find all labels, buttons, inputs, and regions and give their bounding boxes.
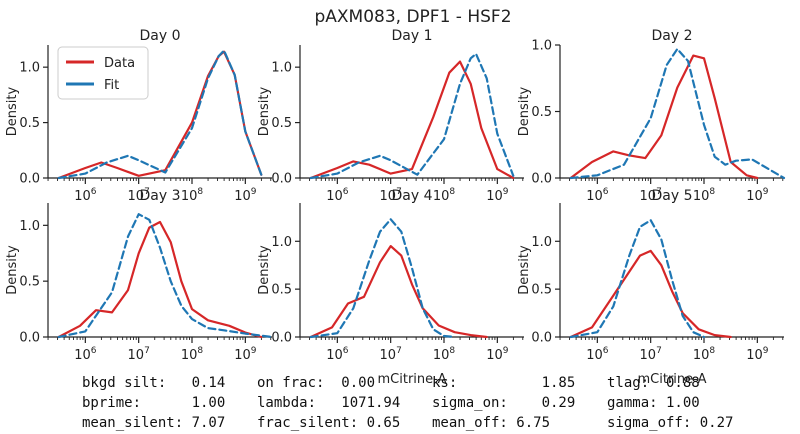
x-tick-label: 107 xyxy=(640,187,662,204)
stats-gamma: gamma: 1.00 xyxy=(607,395,700,411)
series-line-fit xyxy=(309,52,515,180)
y-axis-label: Density xyxy=(5,86,20,136)
y-tick-label: 0.0 xyxy=(531,172,552,187)
subplot-day-2: 0.0 0.5 1.0 106 107 108 109 Day 2 Density xyxy=(517,28,786,204)
y-tick-label: 0.0 xyxy=(531,331,552,346)
stats-frac-silent: frac_silent: 0.65 xyxy=(257,415,401,431)
stats-lambda: lambda: 1071.94 xyxy=(257,395,401,411)
x-tick-label: 106 xyxy=(74,346,97,363)
y-tick-label: 0.5 xyxy=(531,105,552,120)
y-tick-label: 1.0 xyxy=(19,219,40,234)
x-tick-label: 109 xyxy=(486,187,509,204)
legend-frame xyxy=(57,46,149,100)
x-tick-label: 106 xyxy=(326,187,349,204)
stats-mean-off: mean_off: 6.75 xyxy=(432,415,551,431)
x-tick-label: 108 xyxy=(433,346,456,363)
subplot-day-3: 0.0 0.5 1.0 106 107 108 109 Day 3 Density xyxy=(5,188,274,363)
stats-ks: ks: 1.85 xyxy=(432,375,576,391)
y-tick-label: 1.0 xyxy=(531,39,552,54)
subplot-day-5: 0.0 0.5 1.0 106 107 108 109 Day 5 Density mCitrin… xyxy=(517,188,784,387)
x-tick-label: 108 xyxy=(693,346,716,363)
x-tick-label: 107 xyxy=(128,187,150,204)
x-tick-label: 109 xyxy=(746,187,769,204)
subplot-title: Day 2 xyxy=(651,28,692,44)
x-axis-label: mCitrine-A xyxy=(638,372,707,387)
y-axis-label: Density xyxy=(257,86,272,136)
y-tick-label: 0.5 xyxy=(271,116,292,131)
stats-sigma-off: sigma_off: 0.27 xyxy=(607,415,734,431)
x-tick-label: 108 xyxy=(433,187,456,204)
y-tick-label: 1.0 xyxy=(531,235,552,250)
y-tick-label: 0.0 xyxy=(271,172,292,187)
x-tick-label: 106 xyxy=(326,346,349,363)
y-tick-label: 0.0 xyxy=(19,331,40,346)
series-line-data xyxy=(569,249,732,339)
subplot-grid: 0.0 0.5 1.0 106 107 108 109 Day 0 Density 0.0 0.5 1… xyxy=(5,28,786,387)
series-line-data xyxy=(309,60,515,180)
x-tick-label: 107 xyxy=(380,187,402,204)
x-tick-label: 106 xyxy=(586,187,609,204)
x-tick-label: 108 xyxy=(181,187,204,204)
y-axis-label: Density xyxy=(517,86,532,136)
y-axis-label: Density xyxy=(517,245,532,295)
y-tick-label: 1.0 xyxy=(19,61,40,76)
stats-row: mean_silent: 7.07 frac_silent: 0.65 mean… xyxy=(82,413,782,433)
series-line-data xyxy=(309,245,488,339)
x-tick-label: 106 xyxy=(74,187,97,204)
stats-bkgd-silt: bkgd silt: 0.14 xyxy=(82,375,226,391)
x-tick-label: 109 xyxy=(234,346,257,363)
stats-tlag: tlag: 0.88 xyxy=(607,375,700,391)
x-tick-label: 106 xyxy=(586,346,609,363)
x-tick-label: 109 xyxy=(486,346,509,363)
subplot-title: Day 4 xyxy=(391,188,432,204)
fit-parameters: bkgd silt: 0.14 on frac: 0.00 ks: 1.85 t… xyxy=(82,373,782,433)
legend-label-data: Data xyxy=(104,56,135,71)
y-tick-label: 1.0 xyxy=(271,235,292,250)
legend: Data Fit xyxy=(57,46,149,100)
subplot-day-1: 0.0 0.5 1.0 106 107 108 109 Day 1 Density xyxy=(257,28,524,204)
x-axis-label: mCitrine-A xyxy=(378,372,447,387)
x-tick-label: 108 xyxy=(693,187,716,204)
subplot-day-4: 0.0 0.5 1.0 106 107 108 109 Day 4 Density mCitrin… xyxy=(257,188,524,387)
subplot-day-0: 0.0 0.5 1.0 106 107 108 109 Day 0 Density xyxy=(5,28,272,204)
stats-on-frac: on frac: 0.00 xyxy=(257,375,376,391)
y-tick-label: 0.5 xyxy=(531,283,552,298)
x-tick-label: 108 xyxy=(181,346,204,363)
subplot-title: Day 0 xyxy=(139,28,180,44)
figure-title: pAXM083, DPF1 - HSF2 xyxy=(314,7,511,27)
y-tick-label: 0.0 xyxy=(271,331,292,346)
y-tick-label: 1.0 xyxy=(271,61,292,76)
series-line-fit xyxy=(569,219,706,339)
series-line-fit xyxy=(57,213,274,339)
x-tick-label: 109 xyxy=(234,187,257,204)
stats-row: bkgd silt: 0.14 on frac: 0.00 ks: 1.85 t… xyxy=(82,373,782,393)
y-tick-label: 0.0 xyxy=(19,172,40,187)
series-line-fit xyxy=(57,49,263,180)
stats-mean-silent: mean_silent: 7.07 xyxy=(82,415,226,431)
y-tick-label: 0.5 xyxy=(271,283,292,298)
x-tick-label: 107 xyxy=(380,346,402,363)
x-tick-label: 107 xyxy=(128,346,150,363)
stats-sigma-on: sigma_on: 0.29 xyxy=(432,395,576,411)
y-tick-label: 0.5 xyxy=(19,116,40,131)
subplot-title: Day 1 xyxy=(391,28,432,44)
y-axis-label: Density xyxy=(5,245,20,295)
series-line-data xyxy=(57,220,263,339)
x-tick-label: 109 xyxy=(746,346,769,363)
series-line-fit xyxy=(309,218,456,339)
stats-bprime: bprime: 1.00 xyxy=(82,395,226,411)
x-tick-label: 107 xyxy=(640,346,662,363)
series-line-fit xyxy=(569,47,786,180)
y-axis-label: Density xyxy=(257,245,272,295)
stats-row: bprime: 1.00 lambda: 1071.94 sigma_on: 0… xyxy=(82,393,782,413)
subplot-title: Day 5 xyxy=(651,188,692,204)
y-tick-label: 0.5 xyxy=(19,275,40,290)
legend-label-fit: Fit xyxy=(104,78,119,93)
subplot-title: Day 3 xyxy=(139,188,180,204)
